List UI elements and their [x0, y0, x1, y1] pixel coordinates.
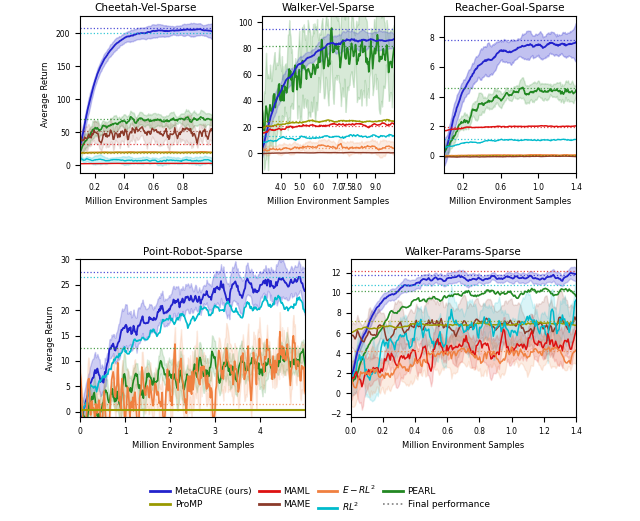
X-axis label: Million Environment Samples: Million Environment Samples [267, 197, 389, 206]
Title: Walker-Params-Sparse: Walker-Params-Sparse [405, 247, 522, 257]
Title: Walker-Vel-Sparse: Walker-Vel-Sparse [282, 4, 374, 14]
Title: Point-Robot-Sparse: Point-Robot-Sparse [143, 247, 243, 257]
Legend: MetaCURE (ours), ProMP, MAML, MAME, $E - RL^2$, $RL^2$, PEARL, Final performance: MetaCURE (ours), ProMP, MAML, MAME, $E -… [147, 480, 493, 516]
X-axis label: Million Environment Samples: Million Environment Samples [85, 197, 207, 206]
Y-axis label: Average Return: Average Return [41, 61, 50, 127]
Title: Reacher-Goal-Sparse: Reacher-Goal-Sparse [455, 4, 564, 14]
X-axis label: Million Environment Samples: Million Environment Samples [402, 441, 524, 450]
Y-axis label: Average Return: Average Return [46, 305, 55, 371]
Title: Cheetah-Vel-Sparse: Cheetah-Vel-Sparse [95, 4, 197, 14]
X-axis label: Million Environment Samples: Million Environment Samples [449, 197, 571, 206]
X-axis label: Million Environment Samples: Million Environment Samples [132, 441, 254, 450]
